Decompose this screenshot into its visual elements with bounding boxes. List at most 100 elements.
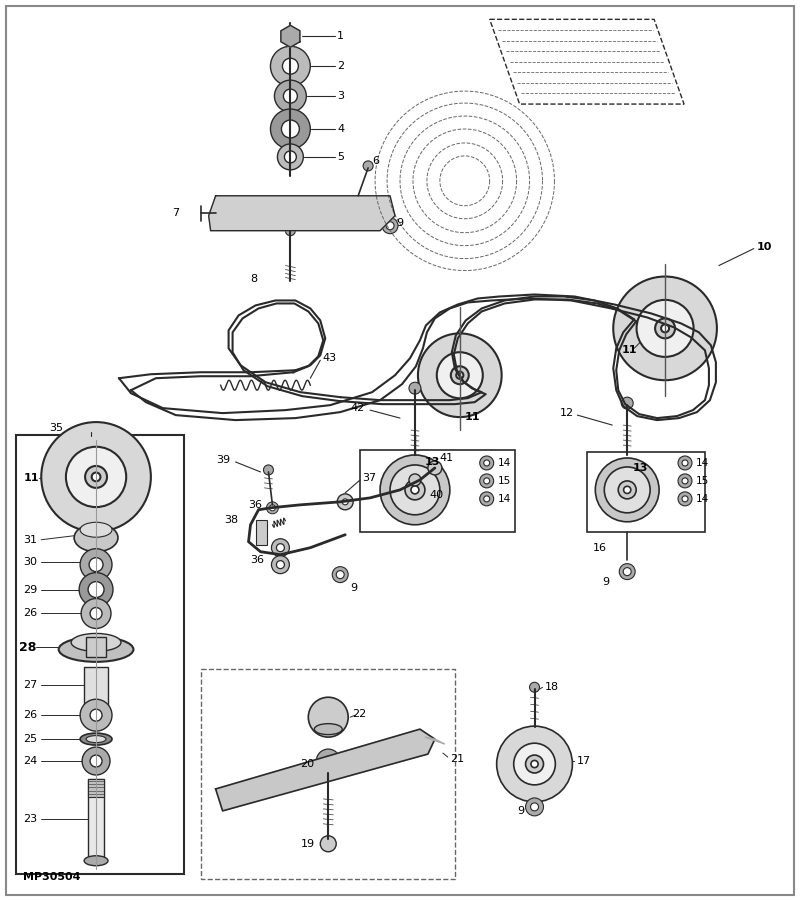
Circle shape xyxy=(336,570,344,578)
Ellipse shape xyxy=(86,735,106,742)
Circle shape xyxy=(270,505,275,511)
Circle shape xyxy=(320,836,336,851)
Circle shape xyxy=(614,277,717,380)
Text: 14: 14 xyxy=(498,494,511,504)
Circle shape xyxy=(386,222,394,230)
Circle shape xyxy=(678,492,692,505)
Circle shape xyxy=(531,760,538,768)
Circle shape xyxy=(682,496,688,502)
Circle shape xyxy=(80,699,112,731)
Text: 14: 14 xyxy=(696,494,710,504)
Circle shape xyxy=(682,460,688,466)
Text: 27: 27 xyxy=(23,680,38,690)
Circle shape xyxy=(484,496,490,502)
Circle shape xyxy=(451,367,469,384)
Ellipse shape xyxy=(74,523,118,551)
Circle shape xyxy=(624,487,630,494)
Bar xyxy=(88,779,104,859)
Circle shape xyxy=(270,109,310,149)
Text: 11: 11 xyxy=(23,473,39,483)
Ellipse shape xyxy=(314,724,342,734)
Circle shape xyxy=(266,502,278,514)
Circle shape xyxy=(282,120,299,138)
Text: 25: 25 xyxy=(23,734,38,744)
Ellipse shape xyxy=(84,856,108,866)
Polygon shape xyxy=(281,25,300,47)
Circle shape xyxy=(623,568,631,576)
Text: 21: 21 xyxy=(450,754,464,764)
Text: 8: 8 xyxy=(250,274,258,284)
Bar xyxy=(84,668,108,705)
Circle shape xyxy=(80,549,112,580)
Circle shape xyxy=(480,492,494,505)
Circle shape xyxy=(323,756,334,766)
Circle shape xyxy=(409,474,421,486)
Circle shape xyxy=(278,144,303,170)
Text: 13: 13 xyxy=(632,463,647,473)
Polygon shape xyxy=(216,729,435,811)
Circle shape xyxy=(271,539,290,557)
Ellipse shape xyxy=(71,633,121,651)
Circle shape xyxy=(437,352,483,398)
Circle shape xyxy=(316,749,340,773)
Circle shape xyxy=(678,474,692,487)
Text: 38: 38 xyxy=(225,514,238,524)
Circle shape xyxy=(530,682,539,692)
Circle shape xyxy=(82,747,110,775)
Circle shape xyxy=(655,318,675,339)
Circle shape xyxy=(81,598,111,629)
Circle shape xyxy=(89,558,103,571)
Text: 15: 15 xyxy=(498,476,511,486)
Circle shape xyxy=(79,573,113,606)
Circle shape xyxy=(90,607,102,620)
Bar xyxy=(16,435,184,874)
Text: 26: 26 xyxy=(23,608,38,618)
Text: 7: 7 xyxy=(172,208,178,218)
Circle shape xyxy=(66,447,126,507)
Circle shape xyxy=(428,461,442,475)
Circle shape xyxy=(526,755,543,773)
Circle shape xyxy=(92,472,101,481)
Circle shape xyxy=(380,455,450,524)
Circle shape xyxy=(530,803,538,811)
Circle shape xyxy=(526,798,543,816)
Text: 20: 20 xyxy=(300,759,314,769)
Text: 9: 9 xyxy=(396,218,403,228)
Circle shape xyxy=(622,397,633,409)
Circle shape xyxy=(263,465,274,475)
Circle shape xyxy=(678,456,692,470)
Text: 17: 17 xyxy=(576,756,590,766)
Text: 23: 23 xyxy=(23,814,38,824)
Text: 43: 43 xyxy=(322,353,336,363)
Bar xyxy=(201,669,455,878)
Text: MP30504: MP30504 xyxy=(23,871,81,882)
Circle shape xyxy=(88,581,104,597)
Text: 42: 42 xyxy=(350,403,365,414)
Text: 10: 10 xyxy=(757,241,772,251)
Circle shape xyxy=(332,567,348,583)
Text: 36: 36 xyxy=(250,555,265,565)
Circle shape xyxy=(285,151,296,163)
Circle shape xyxy=(90,709,102,721)
Text: 14: 14 xyxy=(498,458,511,468)
Circle shape xyxy=(604,467,650,513)
Circle shape xyxy=(338,494,353,510)
Ellipse shape xyxy=(80,523,112,537)
Text: 16: 16 xyxy=(592,542,606,552)
Circle shape xyxy=(682,478,688,484)
Circle shape xyxy=(480,456,494,470)
Text: 29: 29 xyxy=(23,585,38,595)
Circle shape xyxy=(308,697,348,737)
Text: 22: 22 xyxy=(352,709,366,719)
Text: 19: 19 xyxy=(300,839,314,849)
Circle shape xyxy=(271,556,290,574)
Text: 12: 12 xyxy=(559,408,574,418)
Text: 13: 13 xyxy=(425,457,440,467)
Circle shape xyxy=(277,560,285,569)
Circle shape xyxy=(619,564,635,579)
Text: 31: 31 xyxy=(23,534,38,545)
Circle shape xyxy=(418,333,502,417)
Text: 3: 3 xyxy=(338,91,344,101)
Text: 40: 40 xyxy=(430,490,444,500)
Bar xyxy=(255,520,267,545)
